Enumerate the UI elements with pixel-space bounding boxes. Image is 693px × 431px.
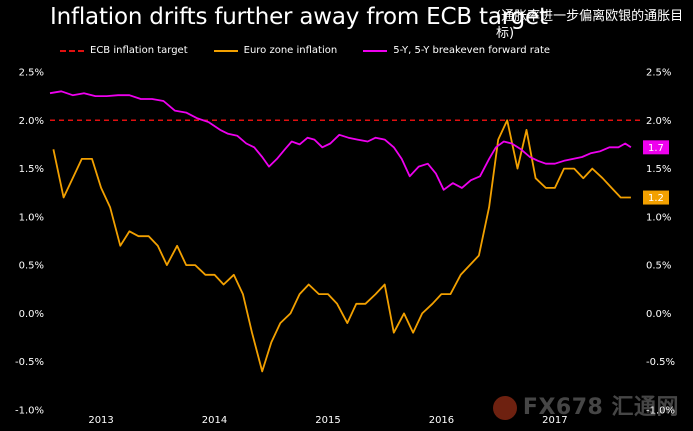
- x-tick-label: 2013: [88, 415, 113, 426]
- x-axis: 2013 2014 2015 2016 2017: [88, 415, 567, 426]
- legend-item-euro: Euro zone inflation: [213, 45, 338, 56]
- y-axis-left: 2.5% 2.0% 1.5% 1.0% 0.5% 0.0% -0.5% -1.0%: [15, 68, 44, 417]
- y-tick-label-left: 2.5%: [19, 68, 44, 79]
- y-tick-label-right: 2.5%: [646, 68, 671, 79]
- breakeven-end-label-box: [643, 140, 669, 155]
- x-tick-label: 2017: [542, 415, 567, 426]
- watermark: FX678 汇通网: [492, 389, 679, 421]
- breakeven-end-label: 1.7: [643, 140, 669, 155]
- chart-title: Inflation drifts further away from ECB t…: [50, 4, 548, 30]
- breakeven-end-label-text: 1.7: [648, 143, 664, 154]
- y-tick-label-left: 0.0%: [19, 309, 44, 320]
- legend-label-breakeven: 5-Y, 5-Y breakeven forward rate: [393, 45, 551, 56]
- x-tick-label: 2016: [429, 415, 454, 426]
- legend-swatch-target: [60, 49, 84, 52]
- end-labels: 1.7 1.2: [643, 140, 669, 205]
- y-tick-label-right: -0.5%: [646, 357, 675, 368]
- x-tick-label: 2014: [202, 415, 227, 426]
- legend-label-target: ECB inflation target: [90, 45, 188, 56]
- legend-swatch-euro: [213, 49, 238, 52]
- watermark-text: FX678 汇通网: [522, 395, 679, 420]
- y-tick-label-left: 1.5%: [19, 164, 44, 175]
- y-tick-label-right: 1.0%: [646, 212, 671, 223]
- x-tick-label: 2015: [315, 415, 340, 426]
- y-tick-label-left: -1.0%: [15, 406, 44, 417]
- y-axis-right: 2.5% 2.0% 1.5% 1.0% 0.5% 0.0% -0.5% -1.0%: [646, 68, 675, 417]
- euro-inflation-line: [52, 119, 631, 373]
- y-tick-label-left: 2.0%: [19, 116, 44, 127]
- legend-item-breakeven: 5-Y, 5-Y breakeven forward rate: [363, 45, 550, 56]
- y-tick-label-left: 1.0%: [19, 212, 44, 223]
- legend-label-euro: Euro zone inflation: [243, 45, 338, 56]
- y-tick-label-right: 2.0%: [646, 116, 671, 127]
- chart-subtitle: (通胀率进一步偏离欧银的通胀目标): [496, 9, 684, 41]
- euro-end-label-text: 1.2: [648, 193, 664, 204]
- euro-end-label-box: [643, 190, 669, 205]
- y-tick-label-left: 0.5%: [19, 261, 44, 272]
- y-tick-label-right: 0.0%: [646, 309, 671, 320]
- y-tick-label-right: -1.0%: [646, 406, 675, 417]
- y-tick-label-left: -0.5%: [15, 357, 44, 368]
- euro-end-label: 1.2: [643, 190, 669, 205]
- legend-swatch-breakeven: [363, 49, 388, 52]
- breakeven-line: [49, 90, 632, 191]
- series-layer: [49, 90, 640, 373]
- legend: ECB inflation target Euro zone inflation…: [60, 45, 550, 56]
- y-tick-label-right: 1.5%: [646, 164, 671, 175]
- legend-item-target: ECB inflation target: [60, 45, 188, 56]
- y-tick-label-right: 0.5%: [646, 261, 671, 272]
- watermark-logo-icon: [492, 396, 517, 420]
